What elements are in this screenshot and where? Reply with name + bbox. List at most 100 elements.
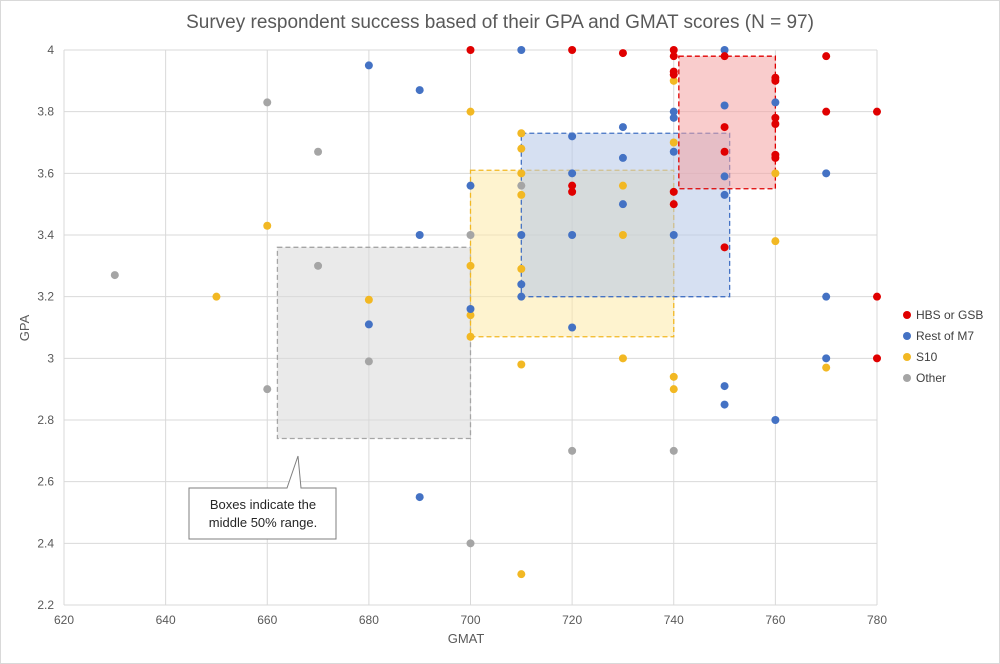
point-hbs-or-gsb — [720, 123, 729, 132]
point-hbs-or-gsb — [822, 107, 831, 116]
iqr-boxes — [276, 55, 777, 440]
point-rest-of-m7 — [822, 292, 831, 301]
point-hbs-or-gsb — [771, 113, 780, 122]
point-rest-of-m7 — [771, 416, 780, 424]
annotation-callout: Boxes indicate the middle 50% range. — [188, 455, 337, 540]
point-s10 — [517, 129, 526, 138]
y-tick-label: 3.8 — [37, 105, 54, 119]
point-hbs-or-gsb — [618, 49, 627, 58]
point-other — [669, 446, 678, 455]
point-hbs-or-gsb — [466, 46, 475, 54]
point-other — [364, 357, 373, 366]
point-hbs-or-gsb — [822, 52, 831, 61]
x-tick-label: 640 — [156, 613, 176, 627]
point-rest-of-m7 — [822, 169, 831, 178]
point-rest-of-m7 — [568, 323, 577, 332]
axes: 620 640 660 680 700 720 740 760 780 2.2 2.4 2.6 2.8 3… — [37, 43, 887, 627]
point-rest-of-m7 — [720, 190, 729, 199]
point-hbs-or-gsb — [669, 52, 678, 61]
point-rest-of-m7 — [364, 320, 373, 329]
x-tick-label: 680 — [359, 613, 379, 627]
point-rest-of-m7 — [568, 231, 577, 239]
point-rest-of-m7 — [415, 493, 424, 502]
iqr-box-other — [276, 246, 472, 440]
x-tick-label: 780 — [867, 613, 887, 627]
point-s10 — [771, 237, 780, 246]
y-tick-label: 2.4 — [37, 536, 54, 550]
point-hbs-or-gsb — [568, 46, 577, 54]
point-hbs-or-gsb — [771, 120, 780, 128]
point-hbs-or-gsb — [873, 354, 881, 363]
point-rest-of-m7 — [669, 147, 678, 156]
y-tick-label: 3.2 — [37, 290, 54, 304]
point-hbs-or-gsb — [669, 187, 678, 196]
chart-title: Survey respondent success based of their… — [186, 12, 814, 33]
point-s10 — [517, 360, 526, 369]
point-rest-of-m7 — [517, 231, 526, 239]
point-s10 — [822, 363, 831, 372]
point-other — [314, 147, 323, 156]
point-s10 — [618, 354, 627, 363]
point-rest-of-m7 — [568, 132, 577, 141]
point-rest-of-m7 — [466, 181, 475, 190]
point-s10 — [466, 107, 475, 116]
point-other — [466, 231, 475, 239]
point-s10 — [212, 292, 221, 301]
point-s10 — [771, 169, 780, 178]
x-tick-label: 660 — [257, 613, 277, 627]
point-s10 — [466, 261, 475, 270]
x-tick-label: 720 — [562, 613, 582, 627]
y-tick-label: 2.8 — [37, 413, 54, 427]
point-other — [110, 271, 119, 280]
callout-line: middle 50% range. — [209, 515, 317, 530]
point-rest-of-m7 — [568, 169, 577, 178]
y-tick-label: 2.6 — [37, 475, 54, 489]
point-rest-of-m7 — [669, 231, 678, 239]
x-tick-label: 740 — [664, 613, 684, 627]
point-other — [517, 181, 526, 190]
point-other — [263, 385, 272, 394]
legend-label: HBS or GSB — [916, 308, 983, 322]
y-tick-label: 4 — [47, 43, 54, 57]
point-hbs-or-gsb — [669, 200, 678, 209]
point-hbs-or-gsb — [669, 46, 678, 54]
point-other — [466, 539, 475, 548]
point-rest-of-m7 — [618, 123, 627, 132]
point-hbs-or-gsb — [720, 147, 729, 156]
x-tick-label: 700 — [460, 613, 480, 627]
point-rest-of-m7 — [720, 46, 729, 54]
point-s10 — [669, 138, 678, 147]
point-rest-of-m7 — [415, 86, 424, 95]
point-rest-of-m7 — [415, 231, 424, 239]
y-tick-label: 3.4 — [37, 228, 54, 242]
point-s10 — [517, 190, 526, 199]
point-rest-of-m7 — [720, 400, 729, 409]
data-points — [110, 46, 881, 579]
point-rest-of-m7 — [669, 113, 678, 122]
iqr-box-hbs-or-gsb — [678, 55, 777, 190]
point-s10 — [466, 332, 475, 341]
point-rest-of-m7 — [720, 172, 729, 181]
point-hbs-or-gsb — [720, 52, 729, 61]
point-s10 — [466, 311, 475, 320]
point-hbs-or-gsb — [669, 70, 678, 79]
point-s10 — [618, 231, 627, 239]
legend-marker — [903, 374, 911, 382]
legend-label: S10 — [916, 350, 938, 364]
point-s10 — [669, 385, 678, 394]
x-tick-label: 760 — [765, 613, 785, 627]
point-s10 — [364, 295, 373, 304]
point-rest-of-m7 — [822, 354, 831, 363]
point-rest-of-m7 — [466, 305, 475, 313]
callout-box — [188, 455, 337, 540]
point-hbs-or-gsb — [771, 76, 780, 85]
legend: HBS or GSB Rest of M7 S10 Other — [903, 308, 983, 385]
point-rest-of-m7 — [771, 98, 780, 107]
legend-marker — [903, 311, 911, 319]
point-hbs-or-gsb — [720, 243, 729, 252]
y-tick-label: 3 — [47, 351, 54, 365]
legend-label: Rest of M7 — [916, 329, 974, 343]
point-rest-of-m7 — [517, 46, 526, 54]
callout-line: Boxes indicate the — [210, 497, 316, 512]
